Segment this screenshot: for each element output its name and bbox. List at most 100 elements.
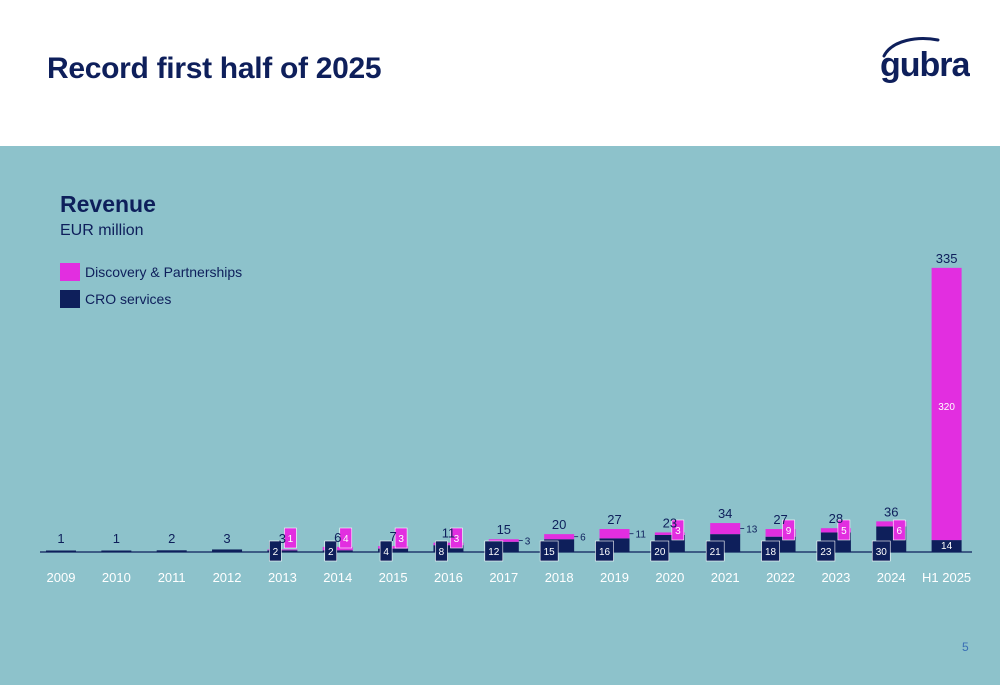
data-label-discovery-2023: 5 <box>841 526 847 537</box>
bar-cro-2011 <box>156 550 187 552</box>
bar-discovery-2021 <box>710 523 741 535</box>
data-label-cro-2024: 30 <box>876 547 888 558</box>
total-label-2013: 3 <box>279 531 286 546</box>
tag-discovery-2024 <box>892 519 906 541</box>
total-label-2019: 27 <box>607 512 621 527</box>
legend-label-cro: CRO services <box>85 291 172 307</box>
x-tick-label-2022: 2022 <box>766 570 795 585</box>
bar-discovery-2020 <box>654 532 685 535</box>
slide-title: Record first half of 2025 <box>47 52 382 85</box>
data-label-cro-2015: 4 <box>383 547 389 558</box>
bar-discovery-2024 <box>876 521 907 527</box>
x-tick-label-2018: 2018 <box>545 570 574 585</box>
tag-cro-2017 <box>484 540 504 562</box>
data-label-cro-2022: 18 <box>765 547 777 558</box>
data-label-discovery-2015: 3 <box>398 534 404 545</box>
bar-cro-2010 <box>101 550 132 552</box>
total-label-2011: 2 <box>168 531 175 546</box>
bar-discovery-2015 <box>378 546 409 549</box>
bar-discovery-H1 2025 <box>931 267 962 541</box>
data-label-cro-2023: 23 <box>820 547 832 558</box>
tag-discovery-2020 <box>671 519 685 541</box>
x-tick-label-2012: 2012 <box>213 570 242 585</box>
bar-discovery-2014 <box>322 546 353 551</box>
bar-cro-2014 <box>322 550 353 552</box>
tag-cro-2016 <box>435 540 448 562</box>
tag-cro-2023 <box>816 540 836 562</box>
total-label-2009: 1 <box>57 531 64 546</box>
total-label-H1 2025: 335 <box>936 251 958 266</box>
data-label-cro-2018: 15 <box>544 547 556 558</box>
tag-discovery-2016 <box>450 527 463 549</box>
x-tick-label-2017: 2017 <box>489 570 518 585</box>
bar-cro-2013 <box>267 550 298 552</box>
chart-title: Revenue <box>60 191 156 217</box>
x-tick-label-2009: 2009 <box>47 570 76 585</box>
bar-cro-2017 <box>488 541 519 552</box>
x-tick-label-2023: 2023 <box>821 570 850 585</box>
total-label-2014: 6 <box>334 530 341 545</box>
gubra-logo: gubra <box>880 37 970 84</box>
data-label-cro-2014: 2 <box>328 547 334 558</box>
total-label-2021: 34 <box>718 506 732 521</box>
bar-cro-2009 <box>46 550 76 552</box>
data-label-cro-2021: 21 <box>710 547 722 558</box>
legend-label-discovery: Discovery & Partnerships <box>85 264 243 280</box>
data-label-discovery-2016: 3 <box>454 534 460 545</box>
svg-text:gubra: gubra <box>880 46 970 84</box>
data-label-discovery-2019: 11 <box>636 530 647 541</box>
tag-cro-2013 <box>269 540 282 562</box>
data-label-cro-2016: 8 <box>439 547 445 558</box>
data-label-discovery-2018: 6 <box>580 533 586 544</box>
total-label-2023: 28 <box>829 511 843 526</box>
bar-cro-2016 <box>433 545 464 552</box>
tag-cro-2018 <box>539 540 559 562</box>
data-label-discovery-H1 2025: 320 <box>938 402 955 413</box>
bar-discovery-2022 <box>765 529 796 537</box>
bar-discovery-2018 <box>544 534 575 540</box>
data-label-discovery-2021: 13 <box>746 525 758 536</box>
x-tick-label-2019: 2019 <box>600 570 629 585</box>
bar-cro-2012 <box>212 549 243 552</box>
x-tick-label-2024: 2024 <box>877 570 906 585</box>
x-tick-label-2016: 2016 <box>434 570 463 585</box>
bar-discovery-2016 <box>433 542 464 546</box>
x-tick-label-2010: 2010 <box>102 570 131 585</box>
x-tick-label-2014: 2014 <box>323 570 352 585</box>
total-label-2018: 20 <box>552 517 566 532</box>
data-label-cro-2019: 16 <box>599 547 611 558</box>
chart-panel <box>0 146 1000 685</box>
tag-cro-2024 <box>871 540 891 562</box>
bar-cro-2015 <box>378 548 409 552</box>
legend-swatch-discovery <box>60 263 80 281</box>
total-label-2015: 7 <box>389 529 396 544</box>
x-tick-label-2013: 2013 <box>268 570 297 585</box>
data-label-discovery-2013: 1 <box>288 534 294 545</box>
tag-discovery-2023 <box>837 519 851 541</box>
chart-subtitle: EUR million <box>60 222 144 239</box>
bar-cro-H1 2025 <box>931 540 962 552</box>
tag-cro-2014 <box>324 540 338 562</box>
data-label-discovery-2020: 3 <box>675 526 681 537</box>
x-tick-label-H1 2025: H1 2025 <box>922 570 971 585</box>
x-tick-label-2011: 2011 <box>158 570 186 585</box>
tag-discovery-2015 <box>394 527 408 549</box>
total-label-2020: 23 <box>663 515 677 530</box>
tag-cro-2015 <box>379 540 393 562</box>
bar-discovery-2023 <box>820 528 851 533</box>
legend-swatch-cro <box>60 290 80 308</box>
x-tick-label-2020: 2020 <box>655 570 684 585</box>
data-label-discovery-2017: 3 <box>525 537 531 548</box>
total-label-2024: 36 <box>884 504 898 519</box>
data-label-discovery-2022: 9 <box>786 526 792 537</box>
total-label-2022: 27 <box>773 512 787 527</box>
x-tick-label-2015: 2015 <box>379 570 408 585</box>
data-label-cro-H1 2025: 14 <box>941 541 953 552</box>
data-label-discovery-2024: 6 <box>896 526 902 537</box>
tag-cro-2022 <box>761 540 780 562</box>
total-label-2010: 1 <box>113 531 120 546</box>
bar-discovery-2013 <box>267 549 298 551</box>
data-label-cro-2017: 12 <box>488 547 500 558</box>
x-tick-label-2021: 2021 <box>711 570 740 585</box>
tag-discovery-2013 <box>284 527 297 549</box>
